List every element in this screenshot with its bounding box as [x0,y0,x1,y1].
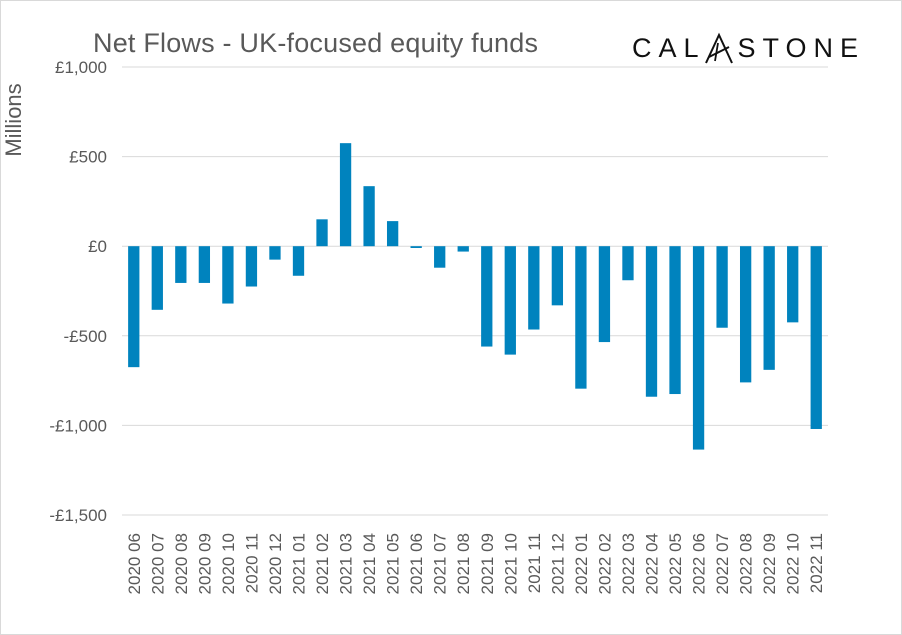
bar [669,246,681,395]
bar [245,246,258,287]
bar [739,246,752,383]
x-tick-label: 2021 09 [478,533,497,594]
bar [198,246,211,283]
x-tick-label: 2021 02 [313,533,332,594]
bar [787,246,799,323]
bar [810,246,822,429]
x-tick-labels: 2020 06 2020 07 2020 08 2020 09 2020 10 2020 … [125,533,826,594]
x-tick-label: 2020 08 [172,533,191,594]
x-tick-label: 2021 05 [384,533,403,594]
bar [128,246,140,368]
x-tick-label: 2021 01 [290,533,309,594]
logo-text-left: CAL [632,32,706,63]
x-tick-label: 2021 10 [501,533,520,594]
x-tick-label: 2020 07 [148,533,167,594]
bar [175,246,187,283]
x-tick-label: 2022 06 [690,533,709,594]
bar [339,143,352,247]
bar [292,246,305,276]
y-tick-labels: £1,000 £500 £0 -£500 -£1,000 -£1,500 [49,58,107,525]
x-tick-label: 2020 10 [219,533,238,594]
bar [575,246,587,389]
bar [481,246,493,347]
x-tick-label: 2022 03 [619,533,638,594]
y-tick-label: -£1,000 [49,416,107,435]
bar [692,246,705,450]
x-tick-label: 2021 04 [360,533,379,594]
calastone-a-icon [704,32,733,64]
x-tick-label: 2022 01 [572,533,591,594]
bar [151,246,163,310]
y-tick-label: £0 [88,237,107,256]
bar [763,246,775,370]
bar [528,246,540,330]
x-tick-label: 2022 07 [713,533,732,594]
y-tick-label: £500 [69,148,107,167]
x-tick-label: 2021 03 [337,533,356,594]
x-tick-label: 2021 06 [407,533,426,594]
bar [316,219,328,247]
x-tick-label: 2022 09 [760,533,779,594]
bar [645,246,658,397]
x-tick-label: 2020 09 [195,533,214,594]
x-tick-label: 2021 12 [548,533,567,594]
logo-text-right: STONE [737,32,866,63]
calastone-logo: CAL STONE [632,28,865,68]
x-tick-label: 2022 05 [666,533,685,594]
bar [457,246,469,252]
bar [551,246,564,306]
bar [598,246,611,343]
y-tick-label: £1,000 [55,58,107,77]
bar [269,246,281,260]
x-tick-label: 2021 08 [454,533,473,594]
x-tick-label: 2020 06 [125,533,144,594]
bar [434,246,446,268]
x-tick-label: 2021 11 [525,533,544,593]
bar [386,221,399,247]
gridlines [122,66,828,516]
x-tick-label: 2022 11 [807,533,826,593]
x-tick-label: 2022 02 [595,533,614,594]
bar [222,246,234,304]
chart-title: Net Flows - UK-focused equity funds [93,28,539,58]
bar [504,246,516,355]
x-tick-label: 2020 11 [242,533,261,593]
bar [622,246,634,281]
x-tick-label: 2020 12 [266,533,285,594]
x-tick-label: 2022 04 [643,533,662,594]
y-tick-label: -£500 [64,327,107,346]
x-tick-label: 2021 07 [431,533,450,594]
y-tick-label: -£1,500 [49,506,107,525]
bar [410,246,422,248]
bars [128,143,822,450]
bar [363,186,375,247]
x-tick-label: 2022 08 [737,533,756,594]
bar [716,246,728,328]
x-tick-label: 2022 10 [784,533,803,594]
